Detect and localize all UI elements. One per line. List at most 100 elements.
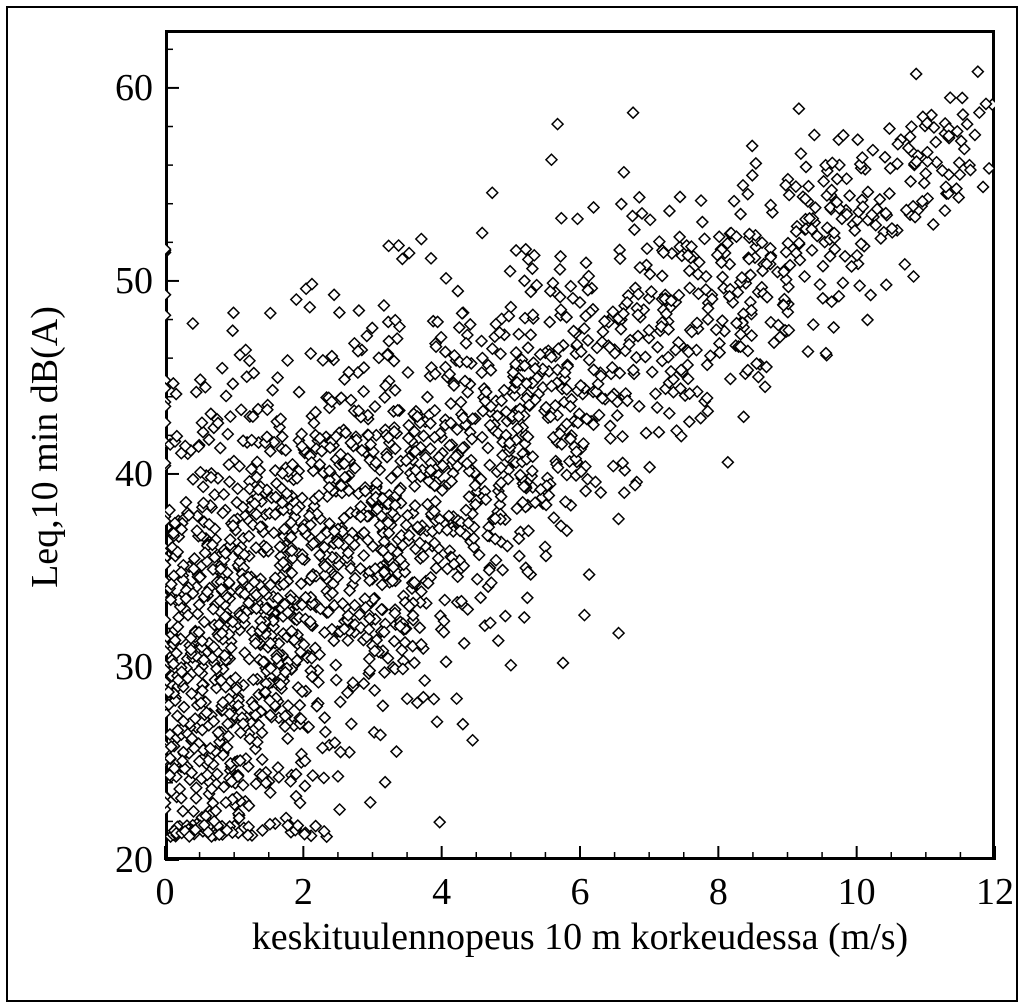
x-tick-label: 6 — [560, 870, 600, 914]
scatter-point — [565, 281, 576, 292]
scatter-point — [419, 675, 430, 686]
scatter-point — [445, 398, 456, 409]
scatter-point — [874, 194, 885, 205]
scatter-point — [817, 261, 828, 272]
scatter-point — [650, 388, 661, 399]
scatter-point — [319, 712, 330, 723]
scatter-point — [431, 563, 442, 574]
scatter-point — [291, 294, 302, 305]
scatter-point — [519, 612, 530, 623]
scatter-point — [520, 244, 531, 255]
scatter-point — [465, 319, 476, 330]
scatter-point — [487, 187, 498, 198]
scatter-point — [459, 638, 470, 649]
scatter-point — [227, 378, 238, 389]
scatter-point — [908, 271, 919, 282]
scatter-point — [584, 569, 595, 580]
x-tick-label: 2 — [283, 870, 323, 914]
scatter-point — [513, 329, 524, 340]
scatter-point — [335, 696, 346, 707]
scatter-point — [675, 191, 686, 202]
scatter-point — [320, 726, 331, 737]
scatter-point — [467, 735, 478, 746]
scatter-point — [511, 245, 522, 256]
scatter-point — [497, 565, 508, 576]
scatter-point — [920, 168, 931, 179]
scatter-point — [939, 205, 950, 216]
scatter-point — [629, 224, 640, 235]
x-tick-label: 8 — [698, 870, 738, 914]
scatter-point — [365, 797, 376, 808]
scatter-point — [653, 427, 664, 438]
scatter-point — [265, 308, 276, 319]
scatter-point — [358, 550, 369, 561]
scatter-point — [945, 92, 956, 103]
scatter-point — [282, 355, 293, 366]
scatter-point — [558, 657, 569, 668]
scatter-point — [597, 326, 608, 337]
scatter-point — [657, 270, 668, 281]
scatter-point — [318, 772, 329, 783]
scatter-point — [862, 314, 873, 325]
scatter-point — [335, 747, 346, 758]
scatter-point — [905, 176, 916, 187]
scatter-point — [217, 363, 228, 374]
scatter-point — [790, 181, 801, 192]
scatter-point — [954, 157, 965, 168]
scatter-point — [452, 286, 463, 297]
scatter-point — [617, 431, 628, 442]
scatter-point — [472, 574, 483, 585]
scatter-point — [615, 324, 626, 335]
scatter-point — [722, 457, 733, 468]
scatter-point — [584, 355, 595, 366]
scatter-point — [616, 199, 627, 210]
scatter-point — [735, 209, 746, 220]
scatter-point — [799, 271, 810, 282]
scatter-point — [595, 487, 606, 498]
scatter-point — [636, 208, 647, 219]
scatter-point — [432, 716, 443, 727]
scatter-point — [272, 762, 283, 773]
scatter-point — [605, 433, 616, 444]
scatter-point — [227, 325, 238, 336]
scatter-point — [455, 397, 466, 408]
y-tick-label: 50 — [115, 259, 153, 303]
scatter-point — [477, 227, 488, 238]
scatter-point — [191, 793, 202, 804]
scatter-point — [505, 660, 516, 671]
scatter-point — [865, 290, 876, 301]
scatter-point — [793, 103, 804, 114]
scatter-point — [218, 489, 229, 500]
scatter-point — [342, 635, 353, 646]
scatter-point — [717, 315, 728, 326]
scatter-point — [221, 390, 232, 401]
scatter-point — [684, 282, 695, 293]
scatter-point — [389, 636, 400, 647]
scatter-point — [477, 432, 488, 443]
scatter-point — [899, 259, 910, 270]
scatter-point — [198, 481, 209, 492]
scatter-point — [696, 195, 707, 206]
scatter-point — [257, 754, 268, 765]
scatter-point — [514, 551, 525, 562]
scatter-point — [540, 550, 551, 561]
scatter-point — [832, 174, 843, 185]
scatter-point — [746, 330, 757, 341]
scatter-point — [505, 266, 516, 277]
y-tick-label: 60 — [115, 66, 153, 110]
scatter-point — [906, 121, 917, 132]
scatter-point — [224, 476, 235, 487]
scatter-point — [402, 367, 413, 378]
scatter-point — [972, 66, 983, 77]
scatter-point — [738, 411, 749, 422]
scatter-point — [215, 443, 226, 454]
scatter-point — [426, 253, 437, 264]
y-axis-label: Leq,10 min dB(A) — [23, 237, 67, 657]
scatter-point — [363, 430, 374, 441]
scatter-point — [552, 119, 563, 130]
scatter-point — [548, 512, 559, 523]
scatter-point — [644, 325, 655, 336]
scatter-point — [433, 553, 444, 564]
scatter-point — [334, 307, 345, 318]
scatter-point — [781, 247, 792, 258]
